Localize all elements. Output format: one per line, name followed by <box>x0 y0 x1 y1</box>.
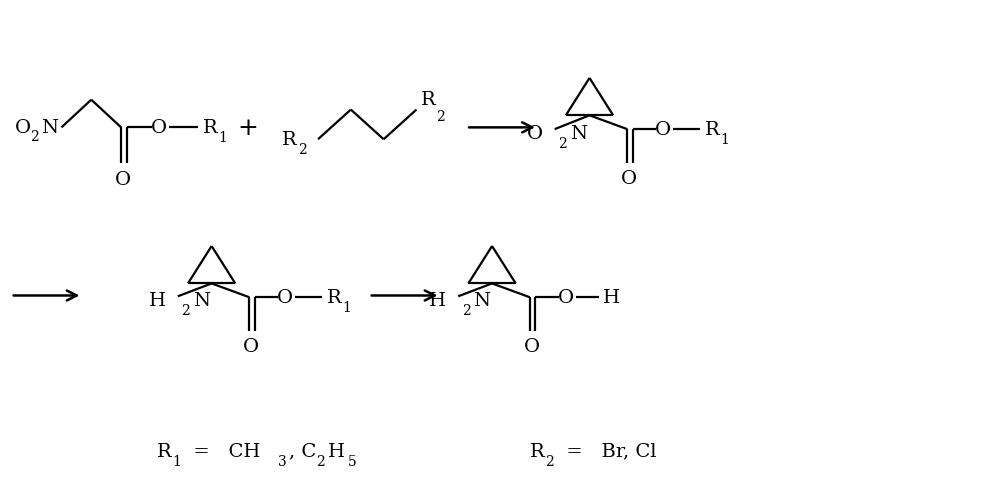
Text: N: N <box>193 292 210 310</box>
Text: R: R <box>157 442 172 460</box>
Text: N: N <box>41 119 58 137</box>
Text: O: O <box>151 119 167 137</box>
Text: 3: 3 <box>278 454 287 468</box>
Text: =   CH: = CH <box>187 442 260 460</box>
Text: O: O <box>115 170 131 188</box>
Text: H: H <box>429 292 446 310</box>
Text: O: O <box>277 289 293 307</box>
Text: =   Br, Cl: = Br, Cl <box>560 442 656 460</box>
Text: 5: 5 <box>348 454 357 468</box>
Text: 2: 2 <box>436 109 445 123</box>
Text: O: O <box>15 119 31 137</box>
Text: O: O <box>655 121 671 139</box>
Text: 2: 2 <box>298 143 306 157</box>
Text: R: R <box>282 131 297 149</box>
Text: O: O <box>558 289 574 307</box>
Text: O: O <box>621 169 637 187</box>
Text: H: H <box>603 289 620 307</box>
Text: 2: 2 <box>558 137 566 151</box>
Text: R: R <box>327 289 342 307</box>
Text: R: R <box>530 442 545 460</box>
Text: H: H <box>149 292 166 310</box>
Text: R: R <box>203 119 217 137</box>
Text: O: O <box>527 125 543 143</box>
Text: , C: , C <box>289 442 316 460</box>
Text: O: O <box>524 337 540 355</box>
Text: R: R <box>420 90 435 108</box>
Text: +: + <box>237 117 258 140</box>
Text: 1: 1 <box>172 454 181 468</box>
Text: N: N <box>570 125 587 143</box>
Text: 2: 2 <box>30 130 38 144</box>
Text: R: R <box>705 121 720 139</box>
Text: 1: 1 <box>218 131 227 145</box>
Text: O: O <box>243 337 259 355</box>
Text: 1: 1 <box>720 133 729 147</box>
Text: 1: 1 <box>342 301 351 315</box>
Text: 2: 2 <box>181 304 190 318</box>
Text: 2: 2 <box>462 304 470 318</box>
Text: 2: 2 <box>545 454 554 468</box>
Text: 2: 2 <box>316 454 325 468</box>
Text: N: N <box>473 292 490 310</box>
Text: H: H <box>328 442 345 460</box>
